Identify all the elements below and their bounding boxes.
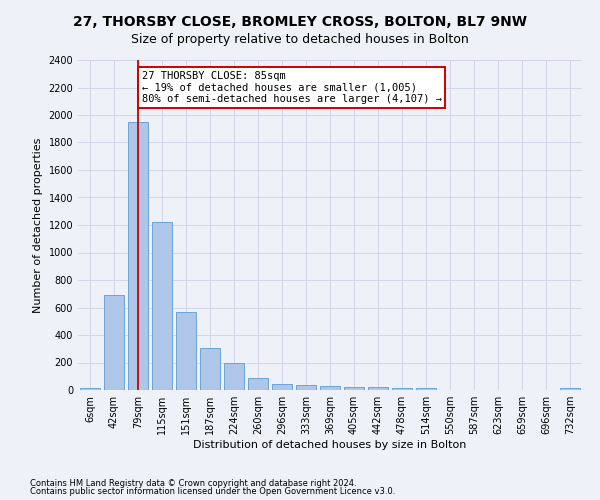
Bar: [128, 122, 148, 390]
Bar: [296, 385, 316, 390]
Bar: [152, 222, 172, 390]
Bar: [392, 388, 412, 390]
Bar: [80, 388, 100, 390]
Text: 27 THORSBY CLOSE: 85sqm
← 19% of detached houses are smaller (1,005)
80% of semi: 27 THORSBY CLOSE: 85sqm ← 19% of detache…: [142, 71, 442, 104]
Y-axis label: Number of detached properties: Number of detached properties: [33, 138, 43, 312]
Bar: [272, 384, 292, 390]
Bar: [368, 387, 388, 390]
Bar: [320, 386, 340, 390]
Bar: [224, 362, 244, 390]
Text: Contains HM Land Registry data © Crown copyright and database right 2024.: Contains HM Land Registry data © Crown c…: [30, 478, 356, 488]
Text: 27, THORSBY CLOSE, BROMLEY CROSS, BOLTON, BL7 9NW: 27, THORSBY CLOSE, BROMLEY CROSS, BOLTON…: [73, 15, 527, 29]
X-axis label: Distribution of detached houses by size in Bolton: Distribution of detached houses by size …: [193, 440, 467, 450]
Bar: [104, 295, 124, 390]
Bar: [248, 378, 268, 390]
Bar: [560, 388, 580, 390]
Text: Contains public sector information licensed under the Open Government Licence v3: Contains public sector information licen…: [30, 487, 395, 496]
Bar: [176, 312, 196, 390]
Bar: [200, 348, 220, 390]
Bar: [416, 388, 436, 390]
Text: Size of property relative to detached houses in Bolton: Size of property relative to detached ho…: [131, 32, 469, 46]
Bar: [344, 386, 364, 390]
